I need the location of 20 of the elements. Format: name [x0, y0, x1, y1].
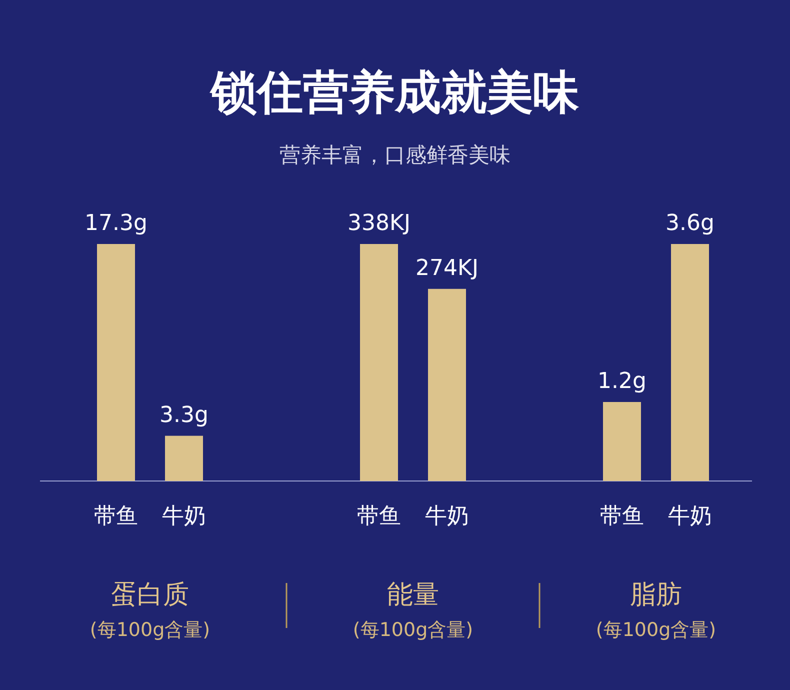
text: 锁住营养成就美味 [209, 65, 580, 119]
data-label: 338KJ [348, 211, 410, 236]
data-label: 3.3g [160, 402, 208, 428]
text: 营养丰富，口感鲜香美味 [280, 143, 510, 167]
text: (每100g含量) [90, 619, 210, 641]
data-label: 274KJ [416, 256, 478, 281]
x-tick-label: 带鱼 [357, 504, 401, 529]
text: (每100g含量) [352, 619, 474, 641]
x-tick-label: 牛奶 [162, 504, 206, 529]
x-axis-title: 脂肪 [630, 580, 682, 610]
data-label: 3.6g [666, 211, 714, 236]
x-tick-label: 带鱼 [94, 504, 138, 529]
data-label: 1.2g [598, 369, 646, 394]
x-axis-title: 能量 [387, 580, 439, 610]
x-tick-label: 牛奶 [425, 504, 469, 529]
x-tick-label: 带鱼 [600, 504, 644, 529]
data-label: 17.3g [84, 211, 148, 236]
x-axis-title: 蛋白质 [111, 580, 189, 610]
x-tick-label: 牛奶 [668, 504, 712, 529]
text: (每100g含量) [596, 619, 716, 641]
